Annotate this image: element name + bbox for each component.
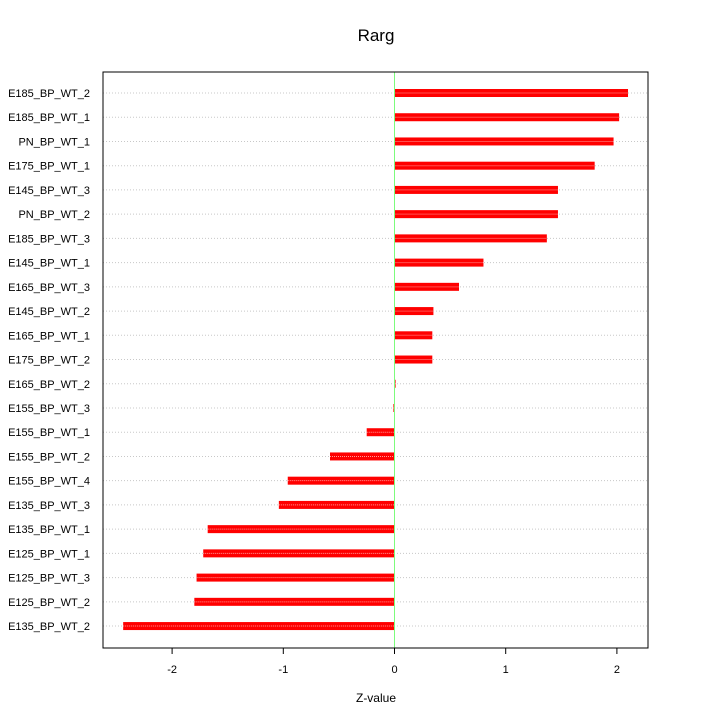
x-tick-label: -2 xyxy=(167,664,177,676)
category-label: E135_BP_WT_2 xyxy=(8,621,90,633)
category-label: E185_BP_WT_3 xyxy=(8,233,90,245)
grid-lines xyxy=(103,92,648,627)
x-axis-title: Z-value xyxy=(356,691,396,705)
category-label: E165_BP_WT_2 xyxy=(8,379,90,391)
category-label: E135_BP_WT_1 xyxy=(8,524,90,536)
category-label: E125_BP_WT_3 xyxy=(8,573,90,585)
category-label: PN_BP_WT_2 xyxy=(18,209,90,221)
bar xyxy=(278,500,395,509)
category-label: E155_BP_WT_2 xyxy=(8,451,90,463)
bar xyxy=(394,307,434,316)
category-label: E135_BP_WT_3 xyxy=(8,500,90,512)
chart-title: Rarg xyxy=(358,26,395,45)
category-label: E145_BP_WT_1 xyxy=(8,258,90,270)
category-label: E165_BP_WT_3 xyxy=(8,282,90,294)
category-label: E125_BP_WT_1 xyxy=(8,548,90,560)
category-label: E185_BP_WT_1 xyxy=(8,112,90,124)
x-tick-label: 0 xyxy=(391,664,397,676)
category-label: E155_BP_WT_3 xyxy=(8,403,90,415)
bar xyxy=(394,185,558,194)
category-label: E145_BP_WT_3 xyxy=(8,185,90,197)
category-label: E145_BP_WT_2 xyxy=(8,306,90,318)
bar xyxy=(207,525,395,534)
x-axis: -2 -1 0 1 2 xyxy=(167,648,620,676)
category-label: E155_BP_WT_4 xyxy=(8,476,90,488)
bar xyxy=(123,622,395,631)
category-labels: E185_BP_WT_2 E185_BP_WT_1 PN_BP_WT_1 E175_B… xyxy=(8,88,90,633)
x-tick-label: 1 xyxy=(503,664,509,676)
bars xyxy=(123,89,629,631)
x-tick-label: 2 xyxy=(614,664,620,676)
x-tick-label: -1 xyxy=(278,664,288,676)
category-label: E175_BP_WT_1 xyxy=(8,161,90,173)
bar xyxy=(366,428,395,437)
category-label: E155_BP_WT_1 xyxy=(8,427,90,439)
category-label: E175_BP_WT_2 xyxy=(8,355,90,367)
bar xyxy=(394,210,558,219)
category-label: PN_BP_WT_1 xyxy=(18,136,90,148)
category-label: E185_BP_WT_2 xyxy=(8,88,90,100)
category-label: E165_BP_WT_1 xyxy=(8,330,90,342)
plot-frame xyxy=(102,71,649,649)
category-label: E125_BP_WT_2 xyxy=(8,597,90,609)
bar xyxy=(287,476,395,485)
bar xyxy=(203,549,395,558)
bar xyxy=(394,137,614,146)
